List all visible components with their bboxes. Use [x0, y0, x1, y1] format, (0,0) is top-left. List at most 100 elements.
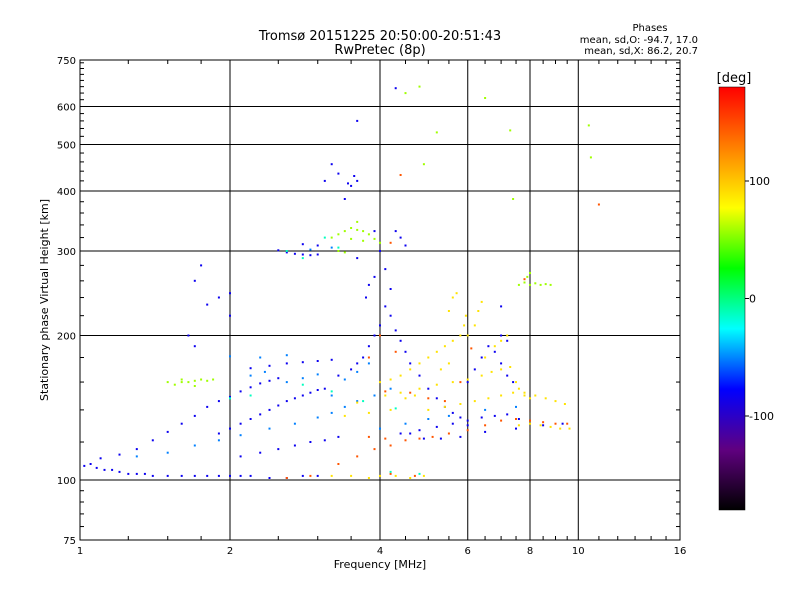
data-point [500, 339, 503, 342]
x-tick-label: 1 [77, 546, 83, 557]
data-point [529, 397, 531, 400]
data-point [443, 405, 446, 408]
data-point [404, 422, 407, 425]
data-point [356, 455, 359, 458]
data-point [323, 179, 326, 182]
data-point [206, 474, 209, 477]
data-point [427, 397, 430, 400]
data-point [309, 254, 312, 257]
data-point [337, 233, 340, 236]
data-point [337, 463, 340, 465]
data-point [268, 408, 271, 411]
data-point [301, 377, 304, 380]
data-point [379, 250, 381, 252]
data-point [350, 237, 353, 240]
data-point [337, 246, 340, 249]
data-point [427, 387, 430, 390]
y-tick-label: 100 [57, 476, 76, 487]
data-point [309, 441, 312, 443]
y-tick-label: 300 [57, 247, 76, 258]
data-point [337, 374, 340, 377]
data-point [330, 246, 333, 249]
y-tick-label: 200 [57, 332, 76, 343]
data-point [239, 474, 242, 477]
data-point [367, 345, 370, 348]
data-point [111, 468, 114, 471]
data-point [309, 248, 312, 251]
data-point [365, 296, 367, 299]
data-point [418, 387, 421, 390]
data-point [193, 379, 196, 382]
data-point [466, 381, 469, 384]
data-point [500, 394, 503, 397]
x-tick-labels: 1 2 4 6 8 10 16 [77, 546, 687, 557]
data-point [173, 383, 176, 386]
data-point [459, 435, 462, 438]
data-point [118, 453, 121, 456]
data-point [193, 444, 196, 447]
data-point [350, 368, 353, 371]
x-axis-label: Frequency [MHz] [334, 558, 426, 571]
data-point [587, 124, 590, 127]
data-point [384, 394, 387, 397]
data-point [206, 303, 209, 306]
data-point [343, 251, 346, 254]
data-point [166, 430, 169, 433]
data-point [409, 477, 412, 479]
data-point [259, 356, 262, 359]
data-point [180, 474, 183, 477]
data-point [239, 455, 242, 458]
phase-stats-x: mean, sd,X: 86.2, 20.7 [584, 46, 698, 57]
data-point [135, 472, 138, 475]
data-point [356, 228, 359, 231]
data-point [559, 427, 562, 430]
data-point [343, 405, 346, 408]
data-point [206, 379, 209, 382]
data-point [506, 413, 509, 416]
data-point [554, 400, 557, 403]
data-point [373, 275, 376, 278]
data-point [95, 466, 98, 469]
data-point [389, 470, 392, 473]
data-point [367, 233, 370, 236]
data-point [323, 439, 326, 442]
data-point [249, 367, 252, 370]
data-point [523, 391, 526, 394]
data-point [493, 350, 496, 353]
data-point [343, 230, 346, 233]
data-point [447, 414, 450, 417]
data-point [523, 394, 526, 397]
data-point [200, 264, 203, 267]
data-point [389, 408, 392, 411]
data-point [523, 278, 526, 281]
data-point [459, 403, 462, 405]
y-tick-labels: 75 100 200 300 400 500 600 750 [57, 56, 76, 547]
data-point [544, 283, 547, 286]
data-point [309, 474, 312, 477]
data-point [394, 407, 397, 410]
data-point [337, 250, 340, 252]
data-point [589, 156, 592, 159]
data-point [404, 397, 407, 400]
data-point [451, 296, 454, 299]
data-point [180, 422, 183, 425]
data-point [277, 404, 280, 407]
data-point [316, 244, 319, 247]
data-point [343, 198, 346, 200]
data-point [399, 391, 402, 394]
data-point [373, 448, 376, 451]
data-point [418, 374, 421, 377]
data-point [500, 305, 503, 308]
data-point [330, 411, 333, 414]
data-point [350, 474, 353, 477]
data-point [459, 416, 462, 419]
data-point [285, 381, 288, 384]
data-point [356, 257, 359, 260]
data-point [539, 424, 542, 427]
data-point [268, 364, 271, 367]
data-point [193, 279, 196, 282]
data-point [542, 424, 545, 427]
data-point [268, 477, 271, 479]
data-point [362, 356, 365, 359]
data-point [229, 427, 231, 430]
